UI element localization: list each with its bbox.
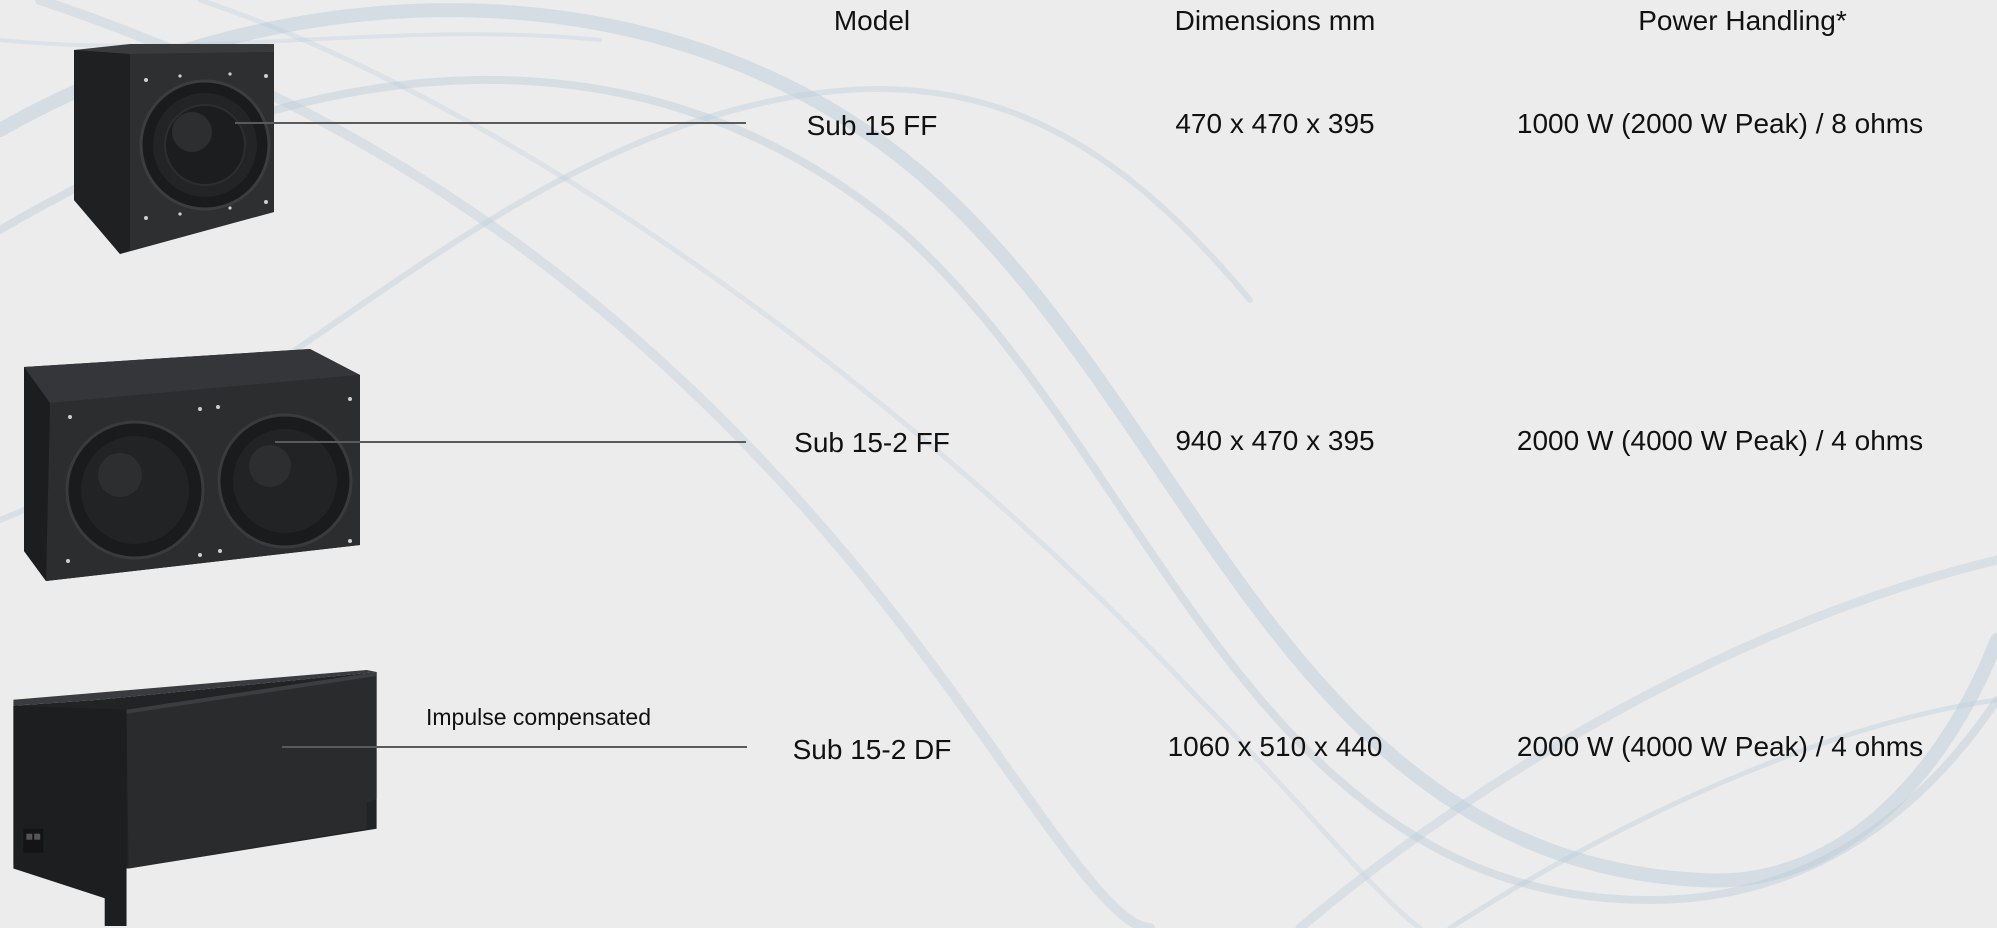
- row-2-dimensions: 940 x 470 x 395: [1175, 425, 1375, 456]
- row-3-model: Sub 15-2 DF: [792, 734, 952, 765]
- header-dimensions: Dimensions mm: [1174, 5, 1376, 36]
- row-1-power: 1000 W (2000 W Peak) / 8 ohms: [1516, 108, 1924, 139]
- sub-15-2-df-speaker-image: [13, 670, 377, 927]
- header-power-handling: Power Handling*: [1638, 5, 1847, 36]
- row-2-model: Sub 15-2 FF: [794, 427, 950, 458]
- row-1-model: Sub 15 FF: [806, 110, 938, 141]
- impulse-compensated-note: Impulse compensated: [426, 704, 652, 730]
- row-2-power: 2000 W (4000 W Peak) / 4 ohms: [1516, 425, 1924, 456]
- row-3-dimensions: 1060 x 510 x 440: [1167, 731, 1383, 762]
- row-3-power: 2000 W (4000 W Peak) / 4 ohms: [1516, 731, 1924, 762]
- sub-15-2-ff-speaker-image: [24, 349, 360, 581]
- leader-line-row-3: [282, 746, 747, 748]
- header-model: Model: [833, 5, 911, 36]
- leader-line-row-2: [275, 441, 746, 443]
- leader-line-row-1: [235, 122, 746, 124]
- row-1-dimensions: 470 x 470 x 395: [1175, 108, 1375, 139]
- sub-15-ff-speaker-image: [74, 44, 274, 254]
